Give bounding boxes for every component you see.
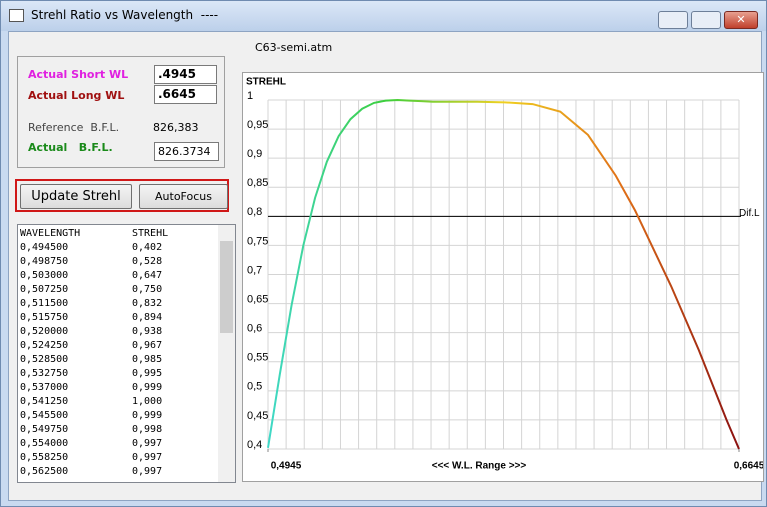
close-button[interactable]: ✕ <box>724 11 758 29</box>
y-tick-label: 0,9 <box>247 148 262 160</box>
short-wl-input[interactable]: .4945 <box>154 65 217 84</box>
y-tick-label: 0,5 <box>247 381 262 393</box>
list-cell: 0,494500 <box>20 242 69 253</box>
maximize-button[interactable] <box>691 11 721 29</box>
x-tick-label: 0,6645 <box>734 461 764 472</box>
list-cell: 0,402 <box>132 242 163 253</box>
results-list[interactable]: WAVELENGTH STREHL 0,494500 0,402 0,498750 0… <box>17 224 236 483</box>
bfl-input[interactable]: 826.3734 <box>154 142 219 161</box>
list-cell: 0,995 <box>132 368 163 379</box>
list-cell: 0,750 <box>132 284 163 295</box>
list-cell: 0,967 <box>132 340 163 351</box>
update-strehl-button[interactable]: Update Strehl <box>20 184 132 209</box>
highlight-frame <box>15 179 229 212</box>
list-cell: 0,999 <box>132 382 163 393</box>
window-title: Strehl Ratio vs Wavelength ---- <box>31 8 219 22</box>
wl-panel <box>17 56 225 168</box>
y-tick-label: 0,65 <box>247 293 268 305</box>
list-cell: 0,998 <box>132 424 163 435</box>
list-cell: 0,554000 <box>20 438 69 449</box>
minimize-button[interactable] <box>658 11 688 29</box>
list-cell: 0,541250 <box>20 396 69 407</box>
list-cell: 0,938 <box>132 326 163 337</box>
field-label: Actual Long WL <box>28 89 125 102</box>
y-tick-label: 1 <box>247 90 253 102</box>
list-cell: 0,549750 <box>20 424 69 435</box>
client-area: C63-semi.atm Actual Short WL .4945 Actua… <box>8 31 764 501</box>
list-cell: 0,997 <box>132 452 163 463</box>
y-tick-label: 0,75 <box>247 235 268 247</box>
list-cell: 0,985 <box>132 354 163 365</box>
list-cell: 0,647 <box>132 270 163 281</box>
scrollbar[interactable] <box>218 225 235 482</box>
y-tick-label: 0,55 <box>247 352 268 364</box>
y-tick-label: 0,45 <box>247 410 268 422</box>
list-cell: 0,528500 <box>20 354 69 365</box>
field-label: Actual B.F.L. <box>28 141 113 154</box>
y-tick-label: 0,7 <box>247 264 262 276</box>
list-cell: 0,511500 <box>20 298 69 309</box>
chart: STREHL <<< W.L. Range >>> 0,4 0,45 0,5 0,55… <box>242 72 764 482</box>
list-cell: 0,524250 <box>20 340 69 351</box>
list-cell: 0,832 <box>132 298 163 309</box>
list-cell: 0,562500 <box>20 466 69 477</box>
autofocus-button[interactable]: AutoFocus <box>139 184 228 209</box>
y-tick-label: 0,8 <box>247 206 262 218</box>
list-cell: 0,894 <box>132 312 163 323</box>
app-icon <box>9 9 24 22</box>
y-tick-label: 0,6 <box>247 323 262 335</box>
x-axis-label: <<< W.L. Range >>> <box>432 461 527 472</box>
list-cell: 0,558250 <box>20 452 69 463</box>
y-tick-label: 0,85 <box>247 177 268 189</box>
y-tick-label: 0,95 <box>247 119 268 131</box>
long-wl-input[interactable]: .6645 <box>154 85 217 104</box>
list-cell: 0,545500 <box>20 410 69 421</box>
field-label: Actual Short WL <box>28 68 129 81</box>
list-cell: 0,997 <box>132 438 163 449</box>
list-cell: 0,507250 <box>20 284 69 295</box>
x-tick-label: 0,4945 <box>271 461 302 472</box>
list-cell: 0,503000 <box>20 270 69 281</box>
list-cell: 0,999 <box>132 410 163 421</box>
y-tick-label: 0,4 <box>247 439 262 451</box>
field-value: 826,383 <box>153 121 199 134</box>
strehl-curve <box>267 98 740 450</box>
list-cell: 1,000 <box>132 396 163 407</box>
list-cell: 0,498750 <box>20 256 69 267</box>
column-header: STREHL <box>132 228 169 239</box>
list-cell: 0,528 <box>132 256 163 267</box>
field-label: Reference B.F.L. <box>28 121 120 134</box>
list-cell: 0,520000 <box>20 326 69 337</box>
list-cell: 0,515750 <box>20 312 69 323</box>
list-cell: 0,997 <box>132 466 163 477</box>
column-header: WAVELENGTH <box>20 228 81 239</box>
title-bar: Strehl Ratio vs Wavelength ---- ✕ <box>1 1 766 31</box>
chart-title: STREHL <box>246 77 286 88</box>
reference-label: Dif.L <box>739 208 760 219</box>
list-cell: 0,537000 <box>20 382 69 393</box>
file-label: C63-semi.atm <box>255 41 333 54</box>
list-cell: 0,532750 <box>20 368 69 379</box>
scroll-thumb[interactable] <box>220 241 233 333</box>
